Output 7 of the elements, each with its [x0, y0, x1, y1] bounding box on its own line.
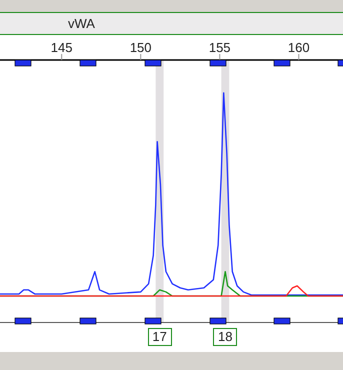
x-tick-label: 150 [130, 40, 152, 55]
band-label: 17 [148, 328, 172, 346]
x-tick-label: 160 [288, 40, 310, 55]
x-tick-label: 145 [50, 40, 72, 55]
chart-title: vWA [68, 16, 95, 31]
x-tick-label: 155 [208, 40, 231, 55]
band-label: 18 [213, 328, 238, 346]
